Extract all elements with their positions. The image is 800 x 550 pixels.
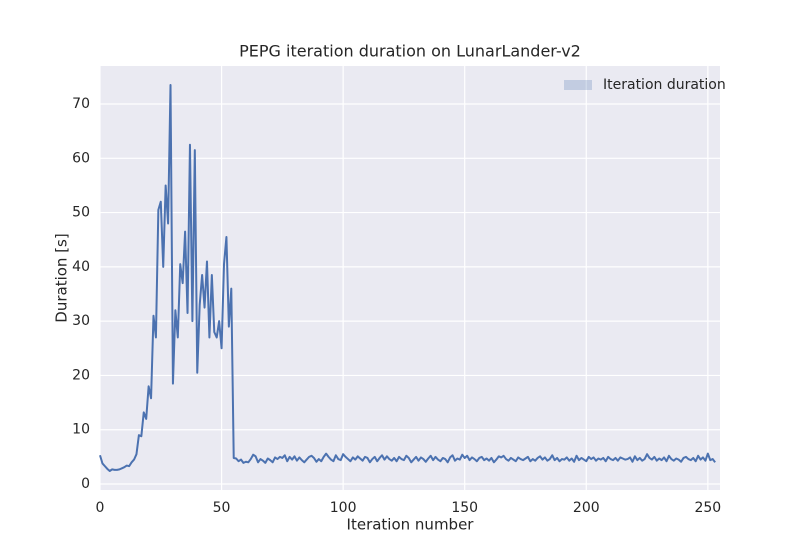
y-tick-label: 0	[81, 476, 90, 492]
line	[99, 84, 716, 472]
y-tick-label: 40	[72, 259, 90, 275]
legend-label: Iteration duration	[603, 77, 726, 93]
x-tick-label: 0	[96, 500, 105, 516]
y-tick-label: 30	[72, 313, 90, 329]
y-tick-label: 50	[72, 205, 90, 221]
x-tick-label: 50	[213, 500, 231, 516]
x-tick-label: 100	[330, 500, 357, 516]
y-tick-label: 60	[72, 150, 90, 166]
y-axis-label: Duration [s]	[53, 233, 71, 322]
y-tick-label: 20	[72, 367, 90, 383]
y-tick-label: 70	[72, 96, 90, 112]
legend-swatch	[564, 80, 592, 90]
x-axis-label: Iteration number	[347, 516, 475, 534]
x-tick-label: 250	[694, 500, 721, 516]
y-tick-label: 10	[72, 422, 90, 438]
x-tick-label: 200	[573, 500, 600, 516]
x-tick-label: 150	[451, 500, 478, 516]
chart-title: PEPG iteration duration on LunarLander-v…	[239, 42, 581, 61]
